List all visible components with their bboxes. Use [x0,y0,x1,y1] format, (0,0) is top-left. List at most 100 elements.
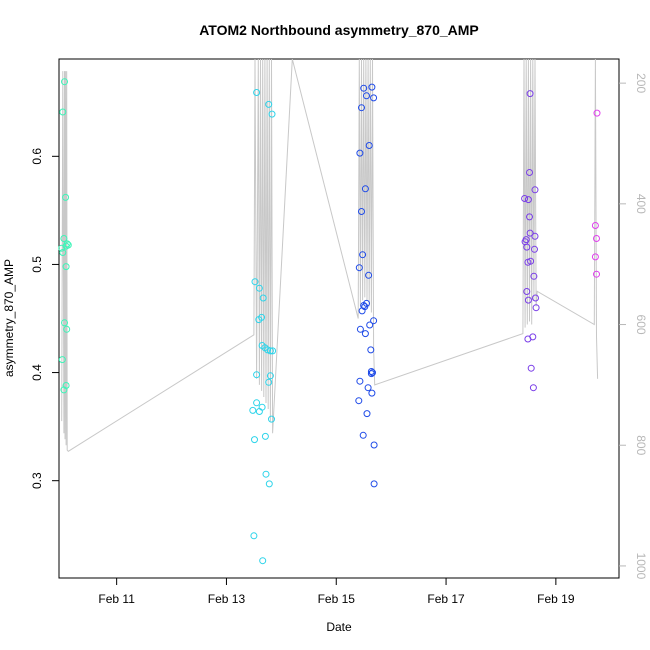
data-point [355,397,363,405]
data-point [59,249,67,256]
data-point [365,271,373,279]
data-point [591,253,599,261]
data-point [259,557,267,565]
data-point [265,480,273,488]
data-point [61,319,68,327]
data-point [523,243,531,251]
data-point [366,321,374,329]
data-point [359,251,367,259]
data-point [355,264,363,272]
data-point [255,316,263,324]
data-point [526,213,533,221]
data-point [531,186,539,194]
data-point [363,410,371,418]
data-point [369,369,376,377]
data-point [363,92,370,100]
data-point [62,263,70,271]
data-point [531,245,538,253]
data-point [532,304,540,312]
y-tick-label: 0.5 [30,256,44,273]
data-point [253,399,261,407]
y2-tick-label: 600 [634,315,648,335]
data-point [526,90,534,98]
data-point [530,272,538,280]
data-point [529,384,537,392]
data-point [58,244,66,252]
data-point [255,408,263,415]
data-point [591,222,599,229]
data-point [61,78,68,86]
data-point [265,100,273,108]
data-point [356,149,364,157]
data-point [361,330,369,338]
data-point [370,94,378,102]
data-point [531,232,539,240]
y-tick-label: 0.3 [30,472,44,489]
data-point [358,104,365,112]
data-point [249,406,257,414]
y-tick-label: 0.4 [30,364,44,381]
series-line [61,59,599,452]
data-point [365,142,373,149]
data-point [253,371,261,379]
x-tick-label: Feb 17 [427,592,465,606]
data-point [63,325,71,333]
data-point [58,356,66,364]
x-axis: Feb 11 Feb 13 Feb 15 Feb 17 Feb 19 [98,578,575,606]
data-point [60,235,68,242]
data-point [253,89,261,96]
data-point [523,288,531,295]
x-axis-label: Date [326,620,352,634]
data-point [250,532,258,540]
data-point [255,284,263,292]
data-point [62,193,70,201]
right-axis-series [61,59,599,452]
data-point [524,196,532,204]
y-axis-left: 0.3 0.4 0.5 0.6 [30,148,59,489]
data-point [367,370,375,378]
data-point [524,335,532,343]
y-axis-right: 200 400 600 800 1000 [619,73,648,580]
data-point [521,195,529,202]
data-point [62,382,70,389]
data-point [527,257,535,265]
data-point [593,235,600,242]
data-point [59,108,67,116]
data-point [368,83,376,91]
data-point [60,386,68,394]
data-point [268,415,275,423]
data-point [268,110,276,118]
y-tick-label: 0.6 [30,148,44,165]
plot-frame [58,58,620,579]
x-tick-label: Feb 11 [98,592,135,606]
data-point [370,480,378,488]
data-point [370,317,378,325]
chart-title: ATOM2 Northbound asymmetry_870_AMP [199,22,479,38]
scatter-points [58,78,601,565]
data-point [358,208,365,215]
data-point [367,346,375,354]
data-point [524,296,532,304]
x-tick-label: Feb 15 [318,592,356,606]
x-tick-label: Feb 19 [537,592,575,606]
y-axis-label: asymmetry_870_AMP [2,259,16,377]
data-point [368,389,376,397]
data-point [251,436,258,444]
data-point [62,242,70,250]
data-point [356,325,364,333]
x-tick-label: Feb 13 [208,592,246,606]
data-point [370,441,378,449]
data-point [266,347,274,355]
y2-tick-label: 200 [634,73,648,93]
data-point [356,377,364,385]
data-point [251,278,259,286]
data-point [593,109,601,117]
y2-tick-label: 1000 [634,553,648,580]
data-point [266,372,274,380]
data-point [364,384,372,392]
y2-tick-label: 400 [634,194,648,214]
data-point [359,431,367,439]
data-point [526,169,533,176]
data-point [527,364,535,372]
